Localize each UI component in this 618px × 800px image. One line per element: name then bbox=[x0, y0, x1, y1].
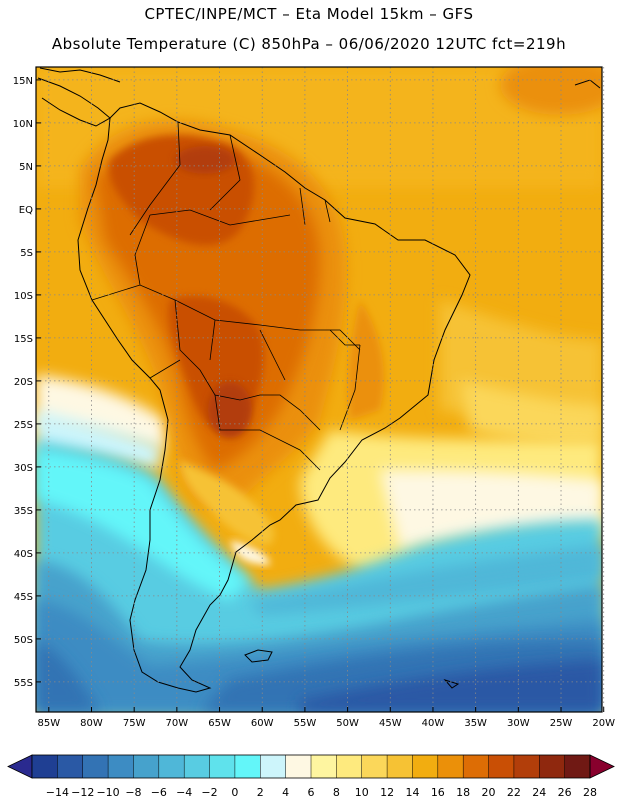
colorbar-tick-label: −14 bbox=[46, 786, 69, 799]
colorbar-tick-label: 6 bbox=[308, 786, 315, 799]
colorbar-tick-label: 16 bbox=[431, 786, 445, 799]
lon-tick-label: 80W bbox=[80, 718, 103, 729]
colorbar: −14 −12 −10 −8 −6 −4 −2 0 2 4 6 8 10 12 14 16 18 20 22 24 26… bbox=[7, 754, 615, 799]
colorbar-tick-label: 2 bbox=[257, 786, 264, 799]
lat-tick-label: 5S bbox=[20, 248, 33, 259]
lon-tick-label: 70W bbox=[166, 718, 189, 729]
latitude-axis: 15N 10N 5N EQ 5S 10S 15S 20S 25S 30S 35S 40S 45S 50S 5… bbox=[13, 76, 41, 689]
longitude-axis: 85W 80W 75W 70W 65W 60W 55W 50W 45W 40W 35W 30W 25W 2… bbox=[37, 707, 615, 729]
lon-tick-label: 75W bbox=[123, 718, 146, 729]
colorbar-tick-label: −8 bbox=[125, 786, 141, 799]
colorbar-tick-label: 8 bbox=[333, 786, 340, 799]
colorbar-tick-label: 26 bbox=[558, 786, 572, 799]
colorbar-swatch bbox=[311, 755, 337, 778]
colorbar-tick-label: −2 bbox=[201, 786, 217, 799]
colorbar-swatch bbox=[387, 755, 413, 778]
lon-tick-label: 25W bbox=[550, 718, 573, 729]
colorbar-swatch bbox=[184, 755, 210, 778]
colorbar-tick-label: 18 bbox=[456, 786, 470, 799]
lat-tick-label: 45S bbox=[14, 592, 33, 603]
lon-tick-label: 65W bbox=[208, 718, 231, 729]
colorbar-tick-label: 24 bbox=[532, 786, 546, 799]
colorbar-swatch bbox=[32, 755, 58, 778]
lat-tick-label: 25S bbox=[14, 420, 33, 431]
map-title-line-1: CPTEC/INPE/MCT – Eta Model 15km – GFS bbox=[144, 5, 474, 23]
lat-tick-label: 30S bbox=[14, 463, 33, 474]
south-america-coastline bbox=[77, 102, 471, 693]
lon-tick-label: 35W bbox=[464, 718, 487, 729]
colorbar-tick-label: 4 bbox=[282, 786, 289, 799]
lon-tick-label: 30W bbox=[507, 718, 530, 729]
colorbar-tick-label: 10 bbox=[355, 786, 369, 799]
colorbar-swatch bbox=[209, 755, 236, 778]
colorbar-swatch bbox=[285, 755, 312, 778]
colorbar-swatch bbox=[412, 755, 439, 778]
colorbar-tick-label: 12 bbox=[380, 786, 394, 799]
colorbar-swatch bbox=[513, 755, 540, 778]
colorbar-swatch bbox=[82, 755, 109, 778]
map-frame bbox=[35, 66, 603, 713]
lat-tick-label: 15N bbox=[13, 76, 33, 87]
colorbar-swatch bbox=[488, 755, 515, 778]
lon-tick-label: 60W bbox=[251, 718, 274, 729]
colorbar-over-arrow bbox=[589, 754, 615, 779]
colorbar-swatch bbox=[437, 755, 464, 778]
colorbar-swatch bbox=[57, 755, 84, 778]
lat-tick-label: 35S bbox=[14, 506, 33, 517]
temperature-field bbox=[36, 67, 602, 712]
map-title-line-2: Absolute Temperature (C) 850hPa – 06/06/… bbox=[51, 35, 567, 53]
lat-tick-label: 5N bbox=[19, 162, 33, 173]
lon-tick-label: 20W bbox=[592, 718, 615, 729]
coastlines-and-borders bbox=[37, 67, 601, 693]
colorbar-under-arrow bbox=[7, 754, 33, 779]
lat-tick-label: 20S bbox=[14, 377, 33, 388]
colorbar-tick-label: −4 bbox=[176, 786, 192, 799]
lat-tick-label: 15S bbox=[14, 334, 33, 345]
lon-tick-label: 55W bbox=[294, 718, 317, 729]
lat-tick-label: EQ bbox=[19, 205, 33, 216]
colorbar-tick-label: 0 bbox=[231, 786, 238, 799]
lat-tick-label: 10S bbox=[14, 291, 33, 302]
falkland-islands bbox=[244, 649, 273, 663]
colorbar-tick-label: −10 bbox=[96, 786, 119, 799]
colorbar-swatch bbox=[133, 755, 160, 778]
colorbar-tick-label: −12 bbox=[71, 786, 94, 799]
colorbar-swatch bbox=[361, 755, 388, 778]
colorbar-tick-label: 14 bbox=[405, 786, 419, 799]
colorbar-swatch bbox=[108, 755, 134, 778]
colorbar-swatch bbox=[336, 755, 363, 778]
colorbar-swatch bbox=[564, 755, 591, 778]
colorbar-swatch bbox=[234, 755, 261, 778]
lon-tick-label: 45W bbox=[379, 718, 402, 729]
lat-tick-label: 40S bbox=[14, 549, 33, 560]
lon-tick-label: 85W bbox=[37, 718, 60, 729]
colorbar-swatch bbox=[260, 755, 286, 778]
colorbar-swatch bbox=[463, 755, 489, 778]
lat-tick-label: 10N bbox=[13, 119, 33, 130]
colorbar-swatch bbox=[158, 755, 185, 778]
colorbar-tick-label: 20 bbox=[482, 786, 496, 799]
colorbar-tick-label: 22 bbox=[507, 786, 521, 799]
lat-tick-label: 50S bbox=[14, 635, 33, 646]
colorbar-swatch bbox=[539, 755, 565, 778]
lon-tick-label: 40W bbox=[422, 718, 445, 729]
lon-tick-label: 50W bbox=[336, 718, 359, 729]
colorbar-tick-label: −6 bbox=[151, 786, 167, 799]
central-america-coastline bbox=[37, 77, 111, 127]
colorbar-tick-label: 28 bbox=[583, 786, 597, 799]
lat-tick-label: 55S bbox=[14, 678, 33, 689]
